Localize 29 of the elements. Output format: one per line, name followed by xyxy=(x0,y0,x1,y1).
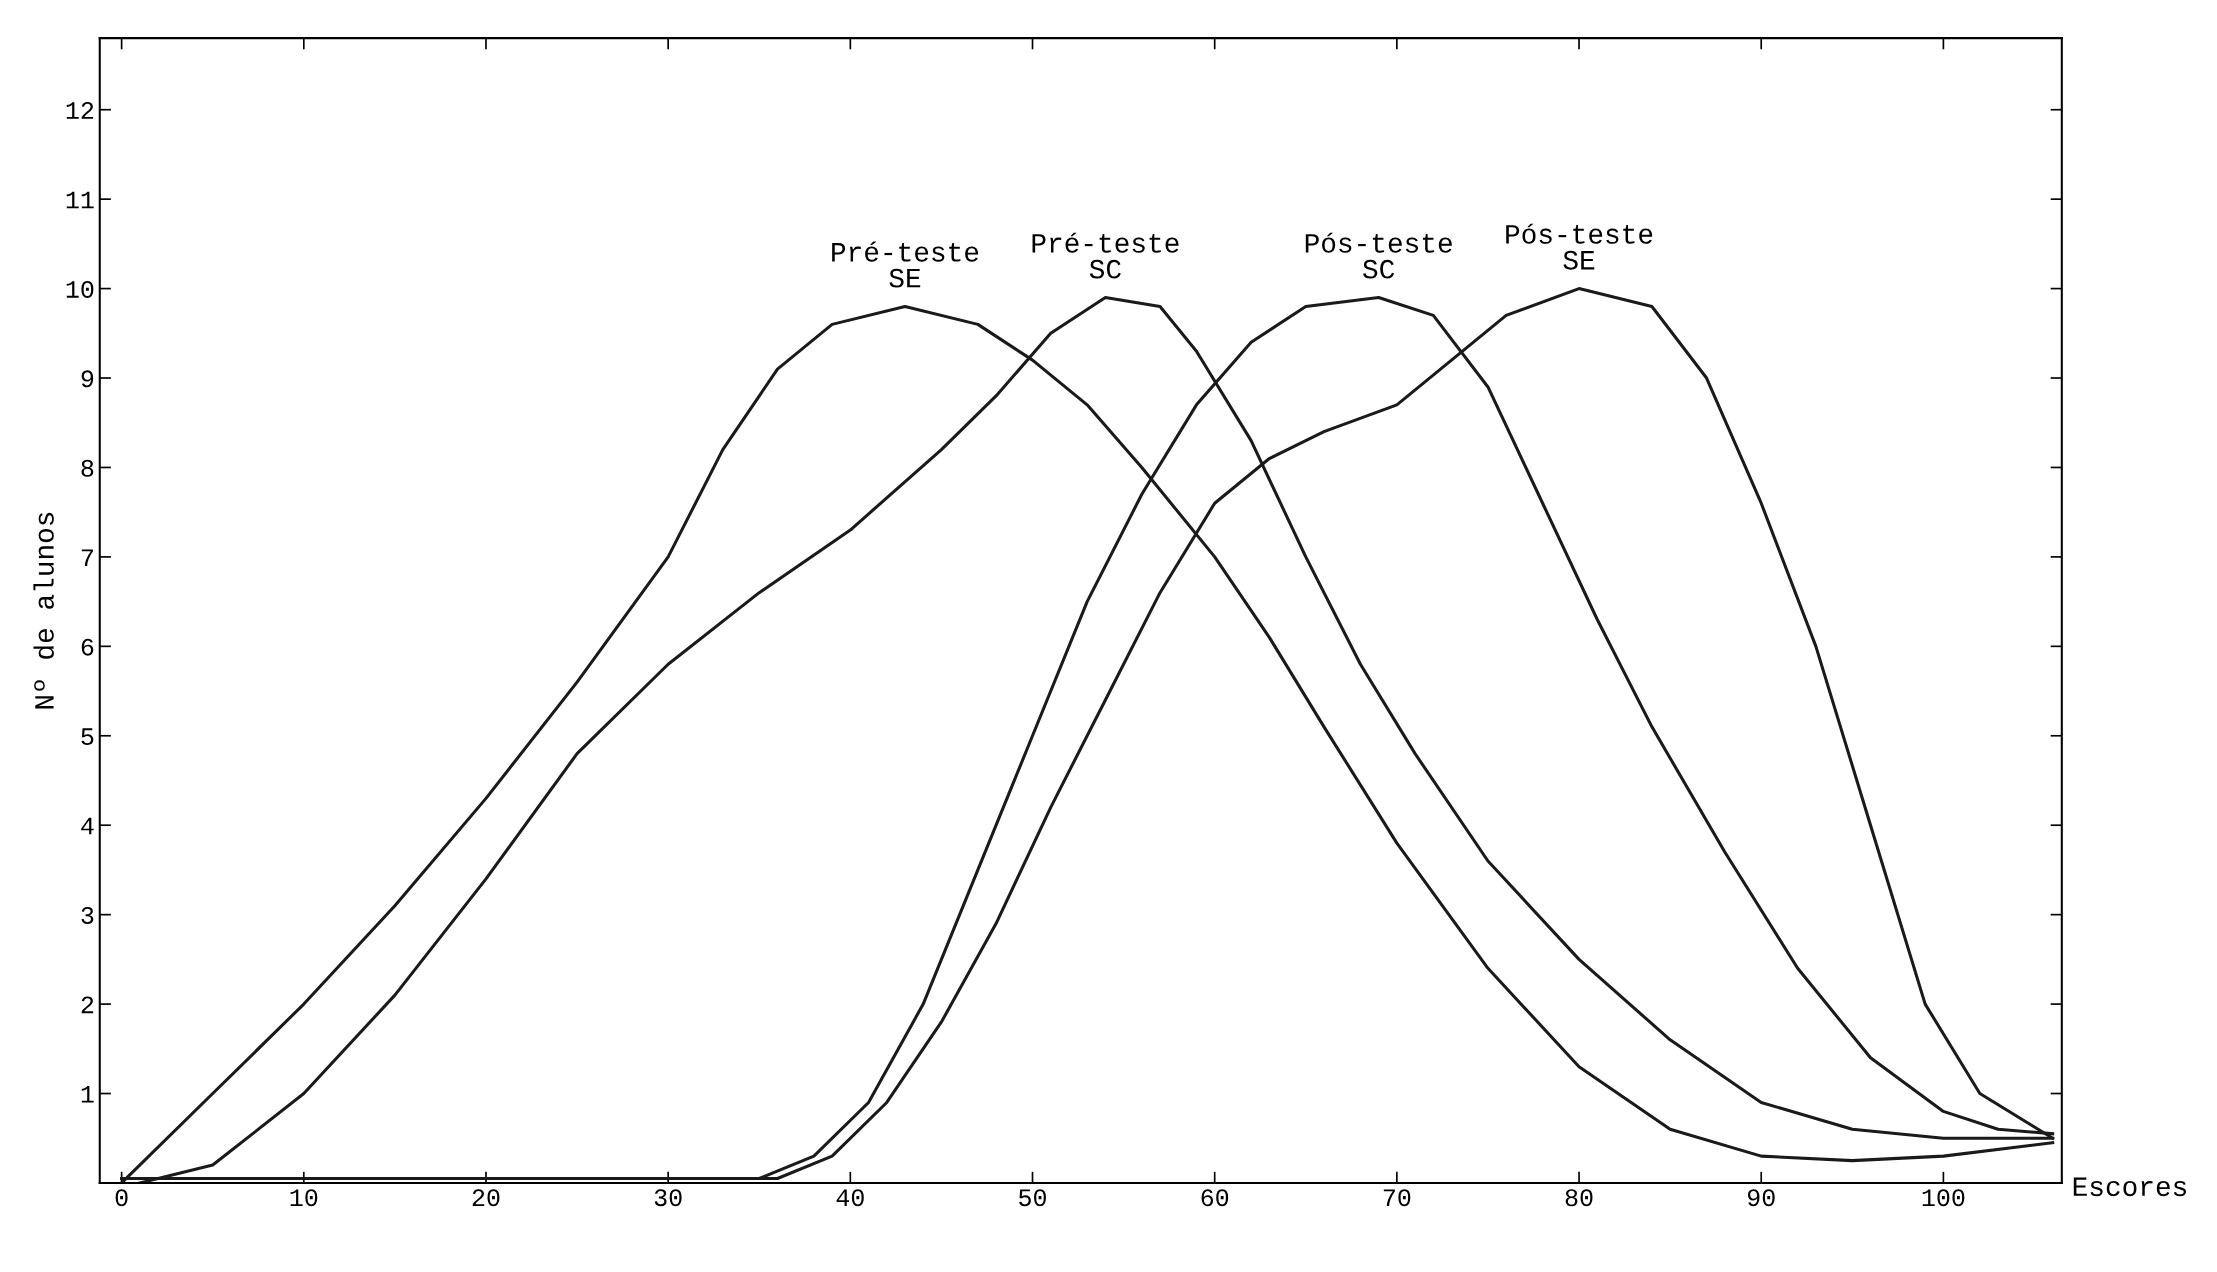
y-tick-label: 8 xyxy=(81,459,94,477)
x-tick-label: 50 xyxy=(1019,1189,1046,1207)
series-label: Pós-teste SE xyxy=(1506,223,1653,270)
x-tick-label: 60 xyxy=(1201,1189,1229,1207)
y-tick-label: 7 xyxy=(81,549,93,566)
series-label: Pré-teste SC xyxy=(1032,232,1179,279)
x-tick-label: 30 xyxy=(654,1189,682,1207)
y-tick-label: 5 xyxy=(81,728,94,746)
x-tick-label: 100 xyxy=(1922,1189,1965,1207)
y-tick-label: 12 xyxy=(66,102,94,119)
series-label: Pré-teste SE xyxy=(832,241,979,288)
x-axis-title: Escores xyxy=(2073,1177,2187,1197)
y-tick-label: 4 xyxy=(81,817,94,835)
y-axis-title: Nº de alunos xyxy=(33,512,54,709)
x-tick-label: 90 xyxy=(1747,1189,1775,1207)
series-label: Pós-teste SC xyxy=(1305,232,1452,279)
x-tick-label: 20 xyxy=(472,1189,500,1207)
y-tick-label: 6 xyxy=(81,638,94,656)
y-tick-label: 10 xyxy=(66,280,94,298)
x-tick-label: 0 xyxy=(115,1189,128,1207)
y-tick-label: 2 xyxy=(81,996,94,1014)
y-tick-label: 3 xyxy=(81,906,94,924)
x-tick-label: 10 xyxy=(290,1189,318,1207)
x-tick-label: 80 xyxy=(1565,1189,1593,1207)
y-tick-label: 11 xyxy=(66,191,94,209)
y-tick-label: 9 xyxy=(81,370,94,388)
y-tick-label: 1 xyxy=(81,1086,94,1103)
x-tick-label: 70 xyxy=(1383,1189,1411,1207)
x-tick-label: 40 xyxy=(836,1189,864,1207)
